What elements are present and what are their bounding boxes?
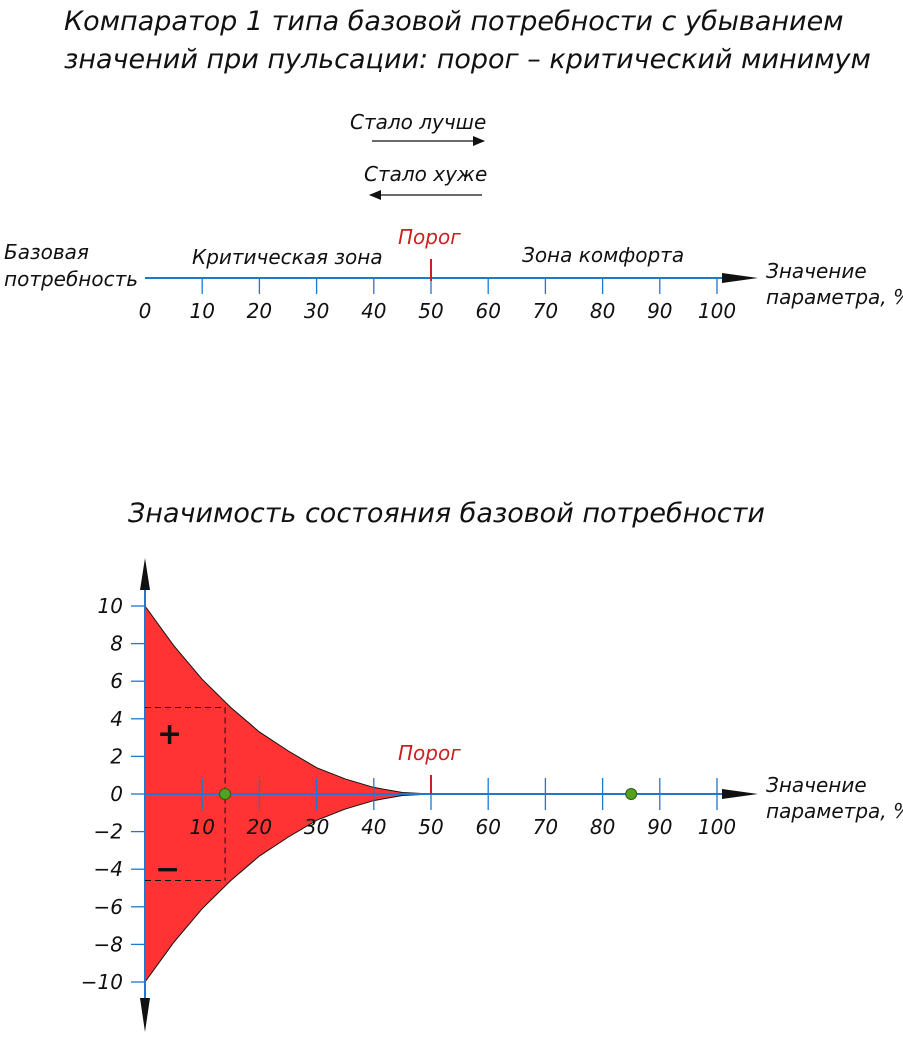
x-tick-label: 30	[304, 815, 329, 839]
threshold-label-bottom: Порог	[398, 741, 461, 765]
y-axis-arrow-down	[140, 998, 150, 1032]
better-label: Стало лучше	[350, 110, 486, 134]
y-tick-label: 4	[110, 707, 123, 731]
y-tick-label: 8	[110, 632, 123, 656]
y-tick-label: −2	[94, 820, 123, 844]
x-tick-label: 70	[533, 815, 558, 839]
y-tick-label: 6	[110, 669, 123, 693]
top-scale: Базовая потребность Критическая зона Зон…	[4, 225, 903, 323]
y-tick-label: −10	[81, 970, 123, 994]
x-tick-label: 60	[475, 815, 500, 839]
axis-label-bottom-line-1: Значение	[766, 773, 867, 797]
threshold-label-top: Порог	[398, 225, 461, 249]
y-tick-label: 0	[110, 782, 123, 806]
top-tick-label: 20	[247, 299, 272, 323]
x-tick-label: 90	[647, 815, 672, 839]
y-tick-label: 2	[110, 744, 123, 768]
y-tick-label: −6	[94, 895, 123, 919]
critical-zone-label: Критическая зона	[192, 245, 383, 269]
x-tick-label: 50	[418, 815, 443, 839]
y-axis-arrow-up	[140, 558, 150, 590]
top-tick-label: 80	[590, 299, 615, 323]
top-tick-label: 10	[189, 299, 214, 323]
y-tick-label: 10	[98, 594, 123, 618]
x-axis-arrow	[722, 789, 758, 799]
top-tick-label: 0	[139, 299, 152, 323]
axis-label-top-line-2: параметра, %	[766, 285, 903, 309]
x-tick-label: 100	[698, 815, 736, 839]
top-tick-label: 100	[698, 299, 736, 323]
top-axis-arrow	[722, 273, 758, 283]
basic-need-label-line-2: потребность	[4, 267, 138, 291]
y-tick-label: −4	[94, 857, 123, 881]
title-line-2: значений при пульсации: порог – критичес…	[64, 44, 871, 75]
data-point	[625, 788, 638, 800]
plus-sign: +	[157, 717, 182, 752]
top-tick-label: 90	[647, 299, 672, 323]
axis-label-bottom-line-2: параметра, %	[766, 799, 903, 823]
top-tick-label: 40	[361, 299, 386, 323]
title-line-1: Компаратор 1 типа базовой потребности с …	[64, 6, 844, 37]
top-tick-label: 30	[304, 299, 329, 323]
y-tick-label: −8	[94, 932, 123, 956]
x-tick-label: 80	[590, 815, 615, 839]
chart-title: Значимость состояния базовой потребности	[128, 498, 765, 529]
top-tick-label: 50	[418, 299, 443, 323]
x-tick-label: 20	[247, 815, 272, 839]
top-tick-label: 70	[533, 299, 558, 323]
worse-label: Стало хуже	[364, 162, 487, 186]
minus-sign: −	[155, 852, 180, 887]
axis-label-top-line-1: Значение	[766, 259, 867, 283]
data-point	[219, 788, 232, 800]
top-tick-label: 60	[475, 299, 500, 323]
basic-need-label-line-1: Базовая	[4, 240, 89, 264]
x-tick-label: 10	[189, 815, 214, 839]
x-tick-label: 40	[361, 815, 386, 839]
comfort-zone-label: Зона комфорта	[522, 243, 684, 267]
